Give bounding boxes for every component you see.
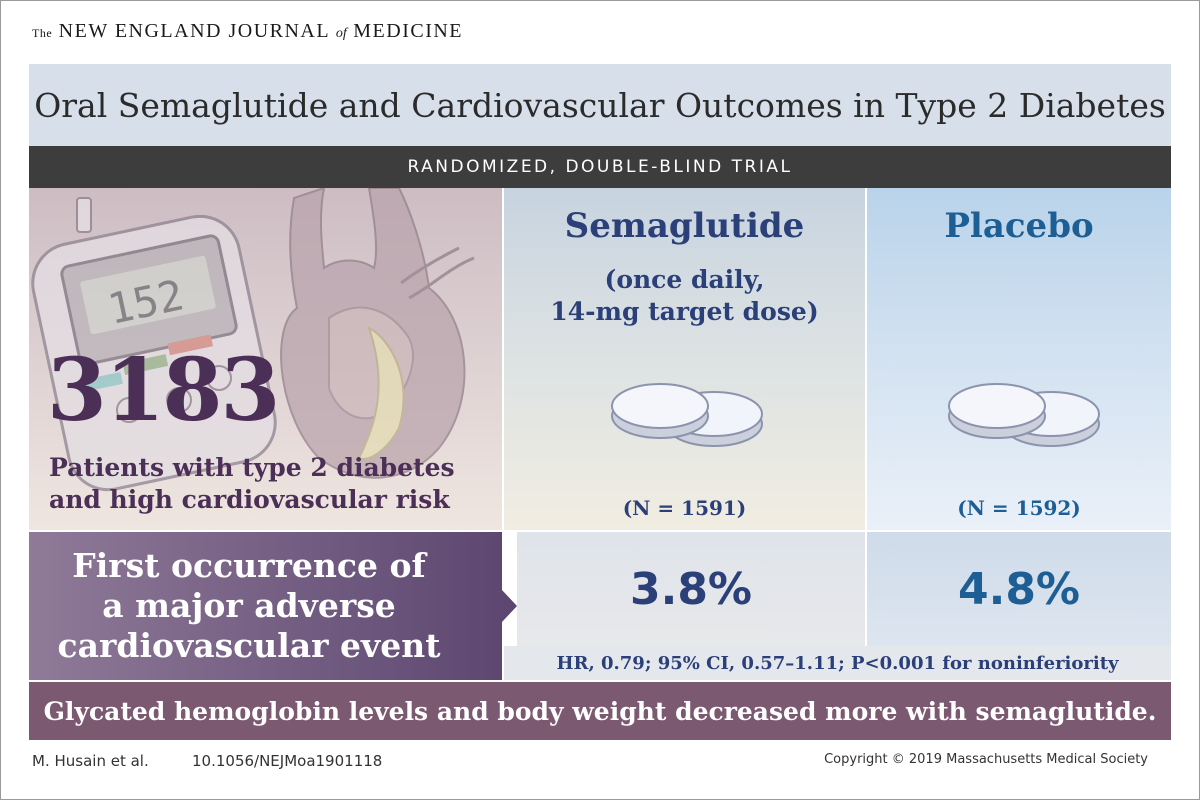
meter-heart-illustration: 152 (31, 188, 475, 492)
patients-description-line2: and high cardiovascular risk (49, 485, 450, 514)
summary-text: Glycated hemoglobin levels and body weig… (43, 696, 1157, 726)
outcome-arrow-shape (29, 532, 517, 680)
patient-count: 3183 (47, 340, 280, 441)
trial-type: RANDOMIZED, DOUBLE-BLIND TRIAL (407, 157, 793, 177)
semaglutide-dose: (once daily, 14-mg target dose) (550, 265, 819, 326)
doi-link[interactable]: 10.1056/NEJMoa1901118 (192, 752, 383, 770)
journal-the: The (32, 26, 53, 40)
placebo-arm: Placebo (N = 1592) (867, 188, 1171, 530)
outcome-label-panel: First occurrence of a major adverse card… (29, 532, 517, 680)
semaglutide-arm-name: Semaglutide (564, 206, 805, 246)
heart-icon (280, 188, 475, 479)
pills-icon (611, 383, 763, 447)
patients-panel: 152 3183 Patients with type 2 diabetes a… (29, 188, 502, 530)
copyright: Copyright © 2019 Massachusetts Medical S… (824, 752, 1148, 767)
journal-name-part2: MEDICINE (353, 20, 464, 42)
page-title: Oral Semaglutide and Cardiovascular Outc… (34, 85, 1166, 125)
semaglutide-n: (N = 1591) (622, 496, 747, 520)
hazard-ratio: HR, 0.79; 95% CI, 0.57–1.11; P<0.001 for… (504, 646, 1171, 680)
semaglutide-arm: Semaglutide (once daily, 14-mg target do… (504, 188, 865, 530)
patients-description-line1: Patients with type 2 diabetes (49, 453, 455, 482)
trial-type-band: RANDOMIZED, DOUBLE-BLIND TRIAL (29, 146, 1171, 188)
glucose-meter-icon: 152 (31, 197, 277, 492)
semaglutide-outcome: 3.8% (517, 532, 865, 646)
summary-band: Glycated hemoglobin levels and body weig… (29, 682, 1171, 740)
placebo-outcome: 4.8% (867, 532, 1171, 646)
journal-masthead: The NEW ENGLAND JOURNAL of MEDICINE (32, 20, 463, 43)
placebo-arm-name: Placebo (944, 206, 1094, 246)
journal-name-part1: NEW ENGLAND JOURNAL (58, 20, 330, 42)
title-band: Oral Semaglutide and Cardiovascular Outc… (29, 64, 1171, 146)
outcome-label: First occurrence of a major adverse card… (57, 546, 441, 665)
authors: M. Husain et al. (32, 752, 149, 770)
journal-of: of (335, 26, 347, 41)
placebo-n: (N = 1592) (957, 496, 1081, 520)
pills-icon (948, 383, 1100, 447)
patients-description: Patients with type 2 diabetes and high c… (49, 452, 499, 516)
